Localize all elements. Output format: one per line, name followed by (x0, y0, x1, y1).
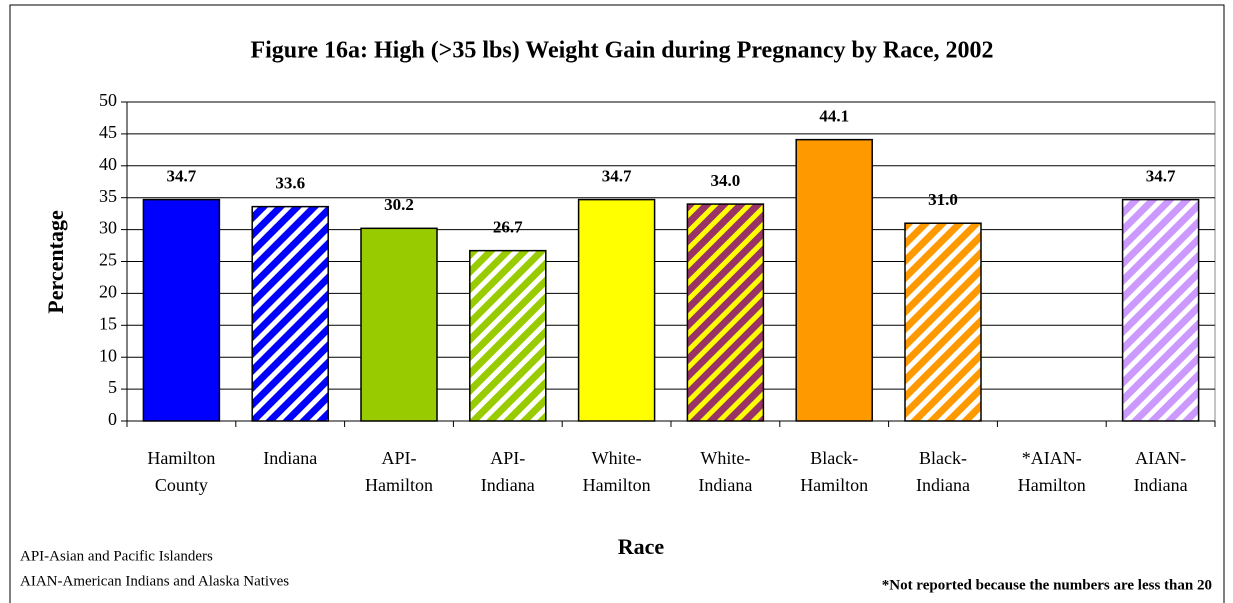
data-label: 33.6 (275, 174, 305, 193)
x-tick-label: White- (700, 448, 750, 468)
bar (1121, 198, 1200, 422)
bar (360, 227, 438, 422)
bar (686, 203, 765, 422)
data-label: 34.7 (1146, 167, 1176, 186)
bar (904, 222, 982, 422)
y-tick-label: 15 (99, 313, 117, 333)
data-label: 26.7 (493, 218, 523, 237)
y-tick-label: 20 (99, 282, 117, 302)
y-tick-label: 30 (99, 218, 117, 238)
data-label: 31.0 (928, 190, 958, 209)
data-label: 30.2 (384, 195, 414, 214)
x-tick-label: Indiana (1134, 475, 1188, 495)
data-label: 44.1 (819, 107, 849, 126)
footnote: *Not reported because the numbers are le… (882, 577, 1212, 593)
bar (142, 198, 221, 422)
x-tick-label: Indiana (916, 475, 970, 495)
x-tick-label: Hamilton (1018, 475, 1086, 495)
x-tick-label: County (155, 475, 208, 495)
x-tick-label: Hamilton (365, 475, 433, 495)
x-tick-label: Indiana (698, 475, 752, 495)
data-label: 34.0 (711, 171, 741, 190)
x-tick-label: Black- (810, 448, 858, 468)
x-tick-label: Indiana (481, 475, 535, 495)
y-tick-label: 5 (108, 377, 117, 397)
bar (795, 138, 873, 422)
x-tick-label: Black- (919, 448, 967, 468)
y-tick-label: 40 (99, 154, 117, 174)
y-tick-label: 50 (99, 90, 117, 110)
x-tick-label: Hamilton (147, 448, 215, 468)
y-axis-label: Percentage (43, 210, 68, 314)
bar (251, 205, 329, 422)
y-tick-label: 10 (99, 345, 117, 365)
x-tick-label: Indiana (263, 448, 317, 468)
x-tick-label: API- (382, 448, 417, 468)
y-tick-label: 25 (99, 250, 117, 270)
bar (577, 198, 656, 422)
x-tick-label: Hamilton (583, 475, 651, 495)
bar (469, 249, 547, 422)
x-tick-label: White- (592, 448, 642, 468)
chart-title: Figure 16a: High (>35 lbs) Weight Gain d… (250, 38, 993, 64)
x-tick-label: API- (490, 448, 525, 468)
x-tick-label: *AIAN- (1022, 448, 1082, 468)
note: API-Asian and Pacific Islanders (20, 548, 213, 564)
x-tick-label: AIAN- (1135, 448, 1186, 468)
x-axis-label: Race (618, 534, 665, 559)
data-label: 34.7 (602, 167, 632, 186)
note: AIAN-American Indians and Alaska Natives (20, 573, 289, 589)
y-tick-label: 45 (99, 122, 117, 142)
y-tick-label: 0 (108, 409, 117, 429)
x-tick-label: Hamilton (800, 475, 868, 495)
data-label: 34.7 (167, 167, 197, 186)
y-tick-label: 35 (99, 186, 117, 206)
